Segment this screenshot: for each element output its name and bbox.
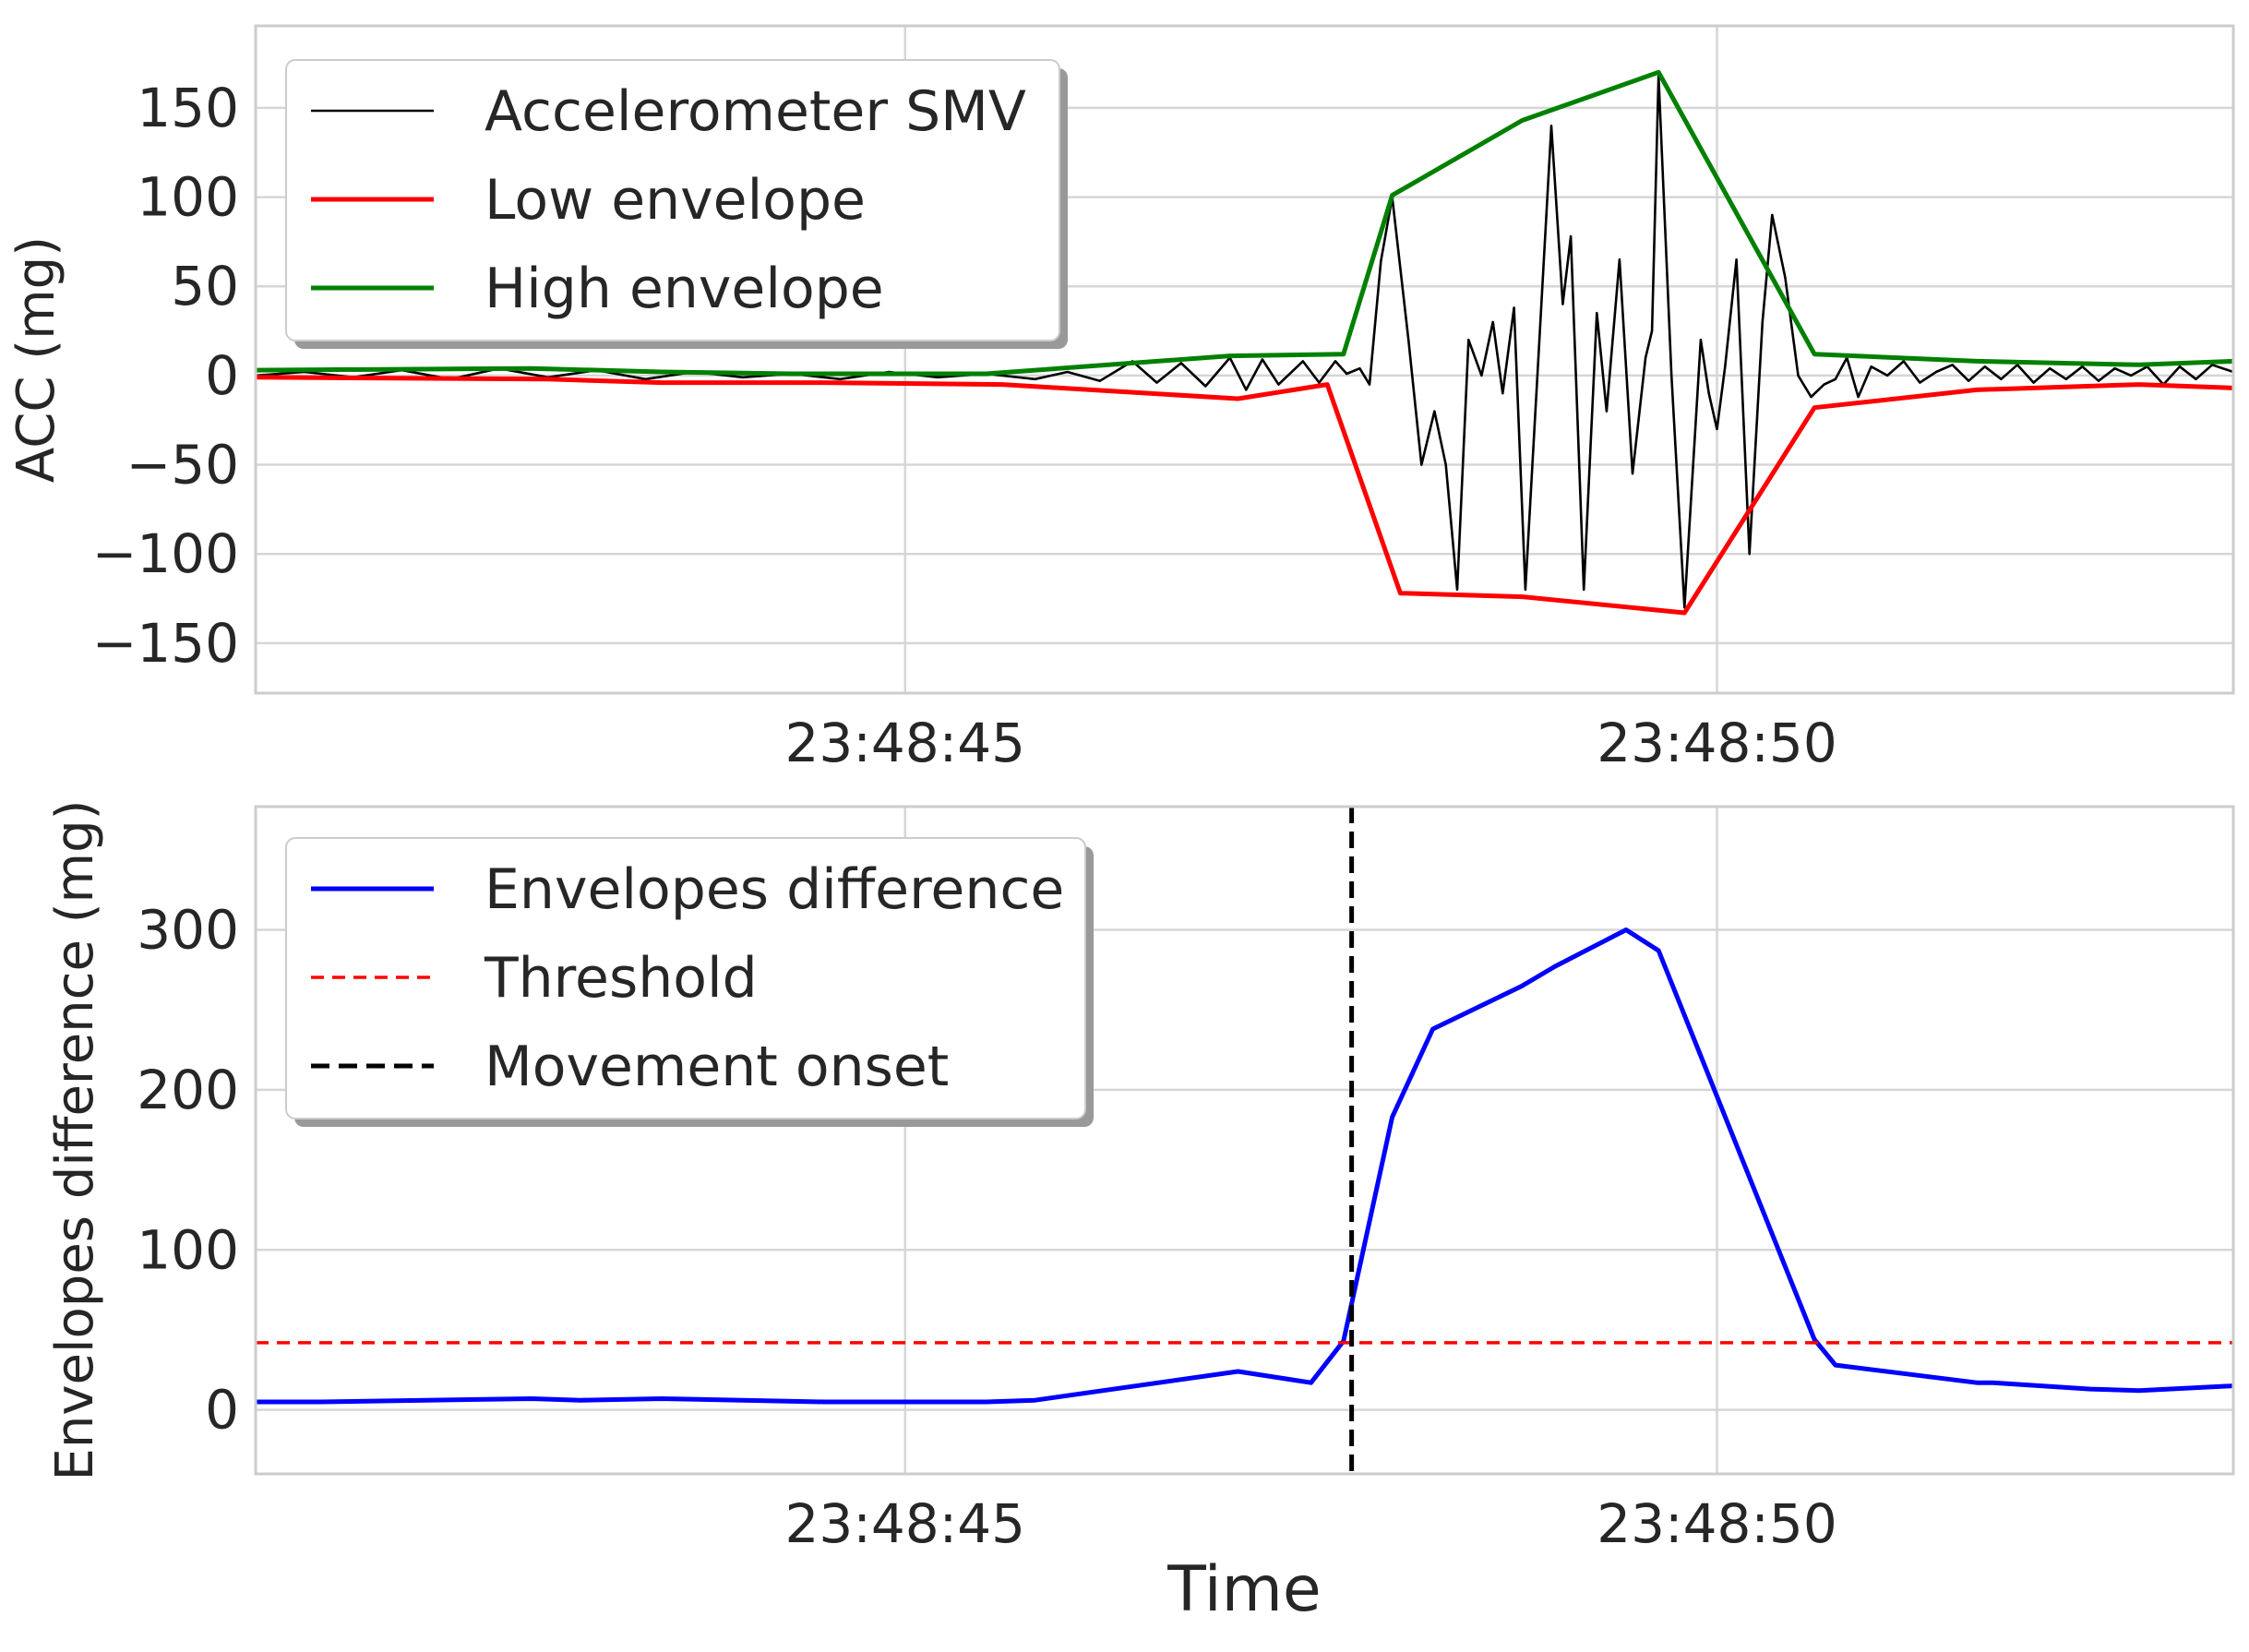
y-axis-title-bottom: Envelopes difference (mg) xyxy=(45,800,105,1481)
legend-label: Threshold xyxy=(484,946,758,1011)
legend-label: Envelopes difference xyxy=(484,857,1064,922)
y-tick-label: 100 xyxy=(137,166,239,229)
legend-box xyxy=(285,59,1060,341)
y-tick-label: −100 xyxy=(92,522,239,585)
y-tick-label: 50 xyxy=(171,255,239,317)
x-tick-label: 23:48:45 xyxy=(785,712,1026,774)
y-tick-label: 0 xyxy=(205,1379,239,1442)
y-tick-label: 300 xyxy=(137,899,239,962)
y-tick-label: −150 xyxy=(92,612,239,675)
y-tick-label: 150 xyxy=(137,77,239,139)
legend-box xyxy=(285,837,1086,1119)
x-tick-label: 23:48:45 xyxy=(785,1492,1026,1555)
y-tick-label: 200 xyxy=(137,1059,239,1121)
plot-frame xyxy=(254,805,2235,1476)
x-tick-label: 23:48:50 xyxy=(1597,1492,1837,1555)
legend-bottom: Envelopes difference Threshold Movement on… xyxy=(285,837,1094,1127)
plot-frame xyxy=(254,24,2235,695)
y-tick-label: −50 xyxy=(126,434,239,497)
y-axis-title-top: ACC (mg) xyxy=(6,236,66,483)
series-high-envelope xyxy=(255,69,2234,377)
accelerometer-panel: 150 100 50 0 −50 −100 −150 23:48:45 23:48:50 AC… xyxy=(6,24,2235,774)
series-envelopes-difference xyxy=(256,928,2234,1405)
y-tick-label: 100 xyxy=(137,1218,239,1281)
x-tick-label: 23:48:50 xyxy=(1597,712,1837,774)
y-tick-label: 0 xyxy=(205,344,239,407)
legend-label: High envelope xyxy=(484,257,884,321)
legend-label: Movement onset xyxy=(484,1035,949,1099)
legend-label: Accelerometer SMV xyxy=(484,79,1026,144)
series-accelerometer-smv xyxy=(255,74,2234,609)
legend-top: Accelerometer SMV Low envelope High envelo… xyxy=(285,59,1068,349)
x-axis-title: Time xyxy=(1166,1553,1321,1626)
legend-label: Low envelope xyxy=(484,168,866,233)
envelope-difference-panel: 300 200 100 0 23:48:45 23:48:50 Envelopes di… xyxy=(45,800,2235,1626)
series-low-envelope xyxy=(255,375,2234,616)
